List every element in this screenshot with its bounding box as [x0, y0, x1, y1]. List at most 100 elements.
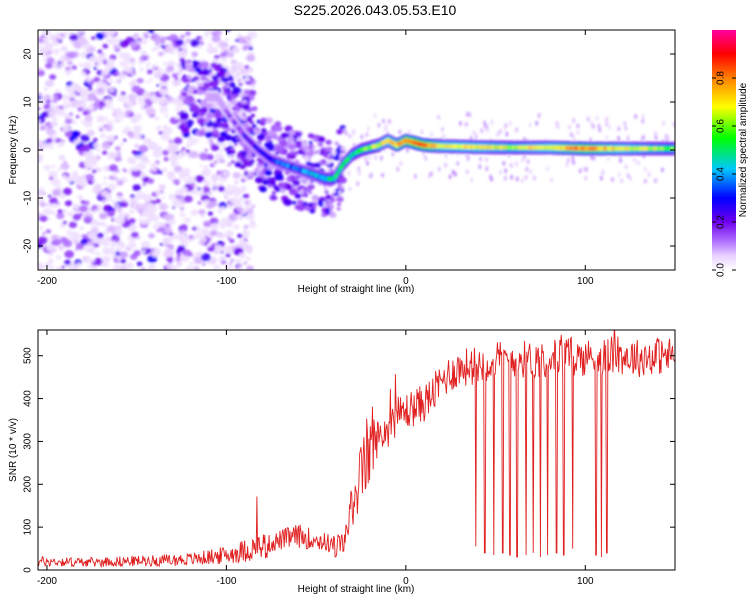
spectrogram-cell	[171, 73, 179, 79]
y-tick-label: 500	[23, 347, 34, 364]
spectrogram-cell	[237, 214, 245, 221]
spectrogram-cell	[271, 195, 275, 198]
spectrogram-cell	[448, 174, 452, 180]
spectrogram-cell	[101, 261, 108, 267]
spectrogram-cell	[177, 153, 184, 159]
spectrogram-cells	[38, 30, 675, 270]
spectrogram-cell	[106, 58, 115, 66]
spectrogram-cell	[188, 239, 193, 243]
spectrogram-cell	[180, 224, 188, 230]
spectrogram-cell	[213, 78, 217, 82]
spectrogram-cell	[182, 147, 186, 151]
spectrogram-cell	[120, 258, 127, 264]
spectrogram-cell	[338, 190, 342, 195]
snr-frame	[37, 329, 676, 571]
spectrogram-cell	[213, 30, 222, 36]
spectrogram-y-axis-title: Frequency (Hz)	[8, 116, 19, 185]
spectrogram-cell	[151, 47, 157, 52]
spectrogram-cell	[49, 176, 54, 180]
spectrogram-cell	[242, 45, 249, 51]
spectrogram-cell	[304, 194, 308, 197]
spectrogram-cell	[227, 141, 232, 146]
spectrogram-cell	[168, 218, 176, 226]
spectrogram-cell	[589, 137, 593, 143]
spectrogram-cell	[92, 137, 98, 142]
spectrogram-cell	[206, 46, 216, 54]
spectrogram-cell	[146, 69, 153, 75]
spectrogram-cell	[79, 205, 88, 213]
spectrogram-cell	[277, 182, 286, 189]
spectrogram-cell	[108, 207, 114, 211]
spectrogram-cell	[87, 75, 90, 79]
spectrogram-cell	[108, 79, 114, 84]
spectrogram-cell	[245, 256, 252, 261]
spectrogram-cell	[329, 208, 333, 214]
spectrogram-cell	[208, 138, 213, 143]
spectrogram-cell	[578, 168, 582, 174]
spectrogram-cell	[202, 88, 206, 92]
spectrogram-cell	[81, 143, 91, 152]
spectrogram-cell	[243, 261, 248, 265]
spectrogram-cell	[641, 114, 645, 119]
spectrogram-cell	[317, 148, 321, 154]
spectrogram-cell	[305, 161, 312, 166]
spectrogram-cell	[292, 179, 301, 186]
spectrogram-cell	[66, 230, 73, 236]
spectrogram-cell	[253, 128, 261, 135]
spectrogram-cell	[93, 142, 100, 148]
spectrogram-cell	[267, 129, 276, 137]
spectrogram-cell	[437, 114, 440, 120]
spectrogram-cell	[206, 140, 210, 144]
spectrogram-cell	[624, 164, 628, 170]
spectrogram-cell	[317, 136, 326, 143]
spectrogram-cell	[147, 178, 155, 184]
colorbar: 0.0 0.2 0.4 0.6 0.8 Normalized spectral ampl…	[712, 30, 749, 277]
spectrogram-cell	[225, 253, 231, 258]
spectrogram-cell	[250, 85, 255, 89]
spectrogram-cell	[218, 207, 223, 211]
spectrogram-cell	[165, 45, 176, 54]
spectrogram-cell	[91, 36, 96, 40]
spectrogram-cell	[112, 38, 119, 43]
spectrogram-cell	[55, 255, 62, 260]
y-tick-label: 0	[23, 567, 34, 573]
spectrogram-cell	[38, 98, 46, 105]
spectrogram-cell	[162, 214, 170, 220]
spectrogram-cell	[95, 183, 102, 189]
spectrogram-cell	[43, 94, 52, 101]
y-tick-label: 10	[23, 96, 34, 108]
spectrogram-cell	[248, 152, 253, 156]
spectrogram-cell	[115, 71, 121, 76]
spectrogram-cell	[115, 52, 119, 55]
spectrogram-cell	[274, 173, 284, 181]
spectrogram-cell	[38, 92, 43, 97]
spectrogram-cell	[592, 155, 596, 161]
spectrogram-cell	[620, 178, 624, 184]
spectrogram-cell	[466, 111, 469, 117]
spectrogram-cell	[235, 72, 241, 77]
spectrogram-cell	[129, 82, 135, 87]
spectrogram-cell	[220, 142, 227, 148]
spectrogram-cell	[175, 116, 179, 120]
spectrogram-cell	[103, 176, 108, 180]
spectrogram-cell	[159, 242, 164, 246]
spectrogram-cell	[251, 124, 257, 128]
spectrogram-cell	[466, 154, 470, 160]
spectrogram-cell	[502, 160, 506, 166]
spectrogram-cell	[238, 197, 244, 202]
spectrogram-cell	[126, 156, 136, 164]
spectrogram-cell	[379, 155, 383, 161]
spectrogram-cell	[157, 97, 166, 105]
spectrogram-cell	[161, 167, 168, 173]
spectrogram-cell	[60, 224, 64, 228]
spectrogram-cell	[52, 188, 62, 197]
spectrogram-cell	[87, 264, 95, 270]
spectrogram-cell	[408, 130, 411, 135]
spectrogram-cell	[80, 238, 88, 245]
spectrogram-cell	[489, 174, 493, 180]
spectrogram-cell	[204, 30, 211, 35]
spectrogram-cell	[246, 148, 252, 153]
spectrogram-cell	[299, 177, 302, 183]
spectrogram-cell	[88, 105, 94, 111]
spectrogram-cell	[241, 67, 251, 75]
